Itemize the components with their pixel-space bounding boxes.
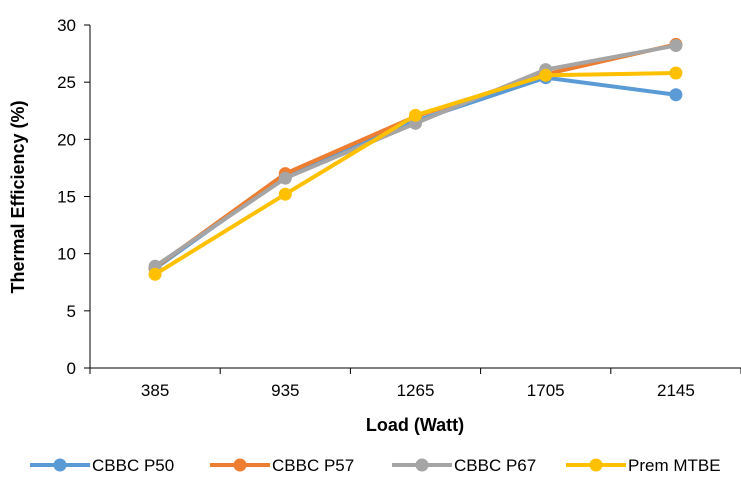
legend-label: CBBC P57 <box>272 456 354 475</box>
data-point <box>409 108 422 122</box>
x-tick-label: 1705 <box>527 381 565 400</box>
legend-marker <box>53 458 67 472</box>
x-tick-label: 935 <box>271 381 299 400</box>
tick-labels: 0 5 10 15 20 25 30 385 935 1265 1705 2145 <box>57 16 695 400</box>
series-line <box>153 42 678 270</box>
x-axis-title: Load (Watt) <box>366 415 464 435</box>
y-tick-label: 0 <box>67 359 76 378</box>
data-point <box>278 187 292 201</box>
y-tick-label: 10 <box>57 245 76 264</box>
legend-item: CBBC P50 <box>30 456 174 475</box>
y-tick-label: 25 <box>57 73 76 92</box>
series-prem-mtbe <box>148 66 683 281</box>
legend-marker <box>415 458 429 472</box>
x-tick-label: 1265 <box>397 381 435 400</box>
series-cbbc-p50 <box>148 71 683 276</box>
y-tick-label: 20 <box>57 130 76 149</box>
legend-label: CBBC P67 <box>454 456 536 475</box>
legend-marker <box>589 458 603 472</box>
y-tick-label: 30 <box>57 16 76 35</box>
data-point <box>669 66 683 80</box>
y-tick-label: 15 <box>57 188 76 207</box>
series-line <box>153 75 678 271</box>
x-tick-label: 385 <box>141 381 169 400</box>
x-tick-label: 2145 <box>657 381 695 400</box>
legend-label: Prem MTBE <box>628 456 721 475</box>
legend-label: CBBC P50 <box>92 456 174 475</box>
legend-item: Prem MTBE <box>566 456 721 475</box>
data-point <box>669 88 683 102</box>
y-tick-label: 5 <box>67 302 76 321</box>
data-point <box>539 68 553 82</box>
axes <box>84 24 741 374</box>
series-line <box>153 43 678 269</box>
y-axis-title: Thermal Efficiency (%) <box>8 100 28 293</box>
series-layer <box>148 37 683 281</box>
series-line <box>153 71 678 277</box>
legend: CBBC P50 CBBC P57 CBBC P67 Prem MTBE <box>30 456 721 475</box>
data-point <box>669 39 683 53</box>
data-point <box>278 171 292 185</box>
legend-item: CBBC P67 <box>392 456 536 475</box>
legend-item: CBBC P57 <box>210 456 354 475</box>
data-point <box>148 267 162 281</box>
legend-marker <box>233 458 247 472</box>
